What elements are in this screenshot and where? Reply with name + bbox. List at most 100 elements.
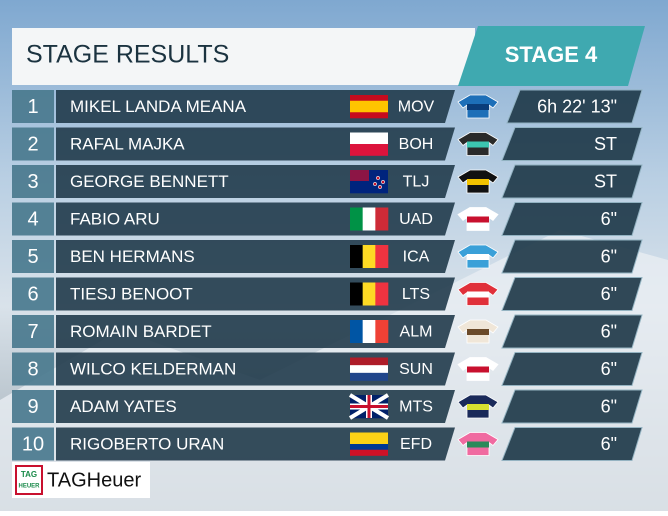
flag-stripe (350, 112, 388, 119)
flag-stripe (350, 100, 388, 107)
rank: 3 (27, 171, 38, 193)
flag-canton (350, 170, 369, 181)
flag-stripe (350, 106, 388, 113)
rider-name: FABIO ARU (70, 209, 160, 228)
flag-stripe (350, 245, 363, 268)
jersey-band (467, 104, 489, 110)
rank-box (12, 202, 54, 236)
time-panel (501, 427, 643, 461)
rank-box (12, 315, 54, 348)
flag-stripe (375, 245, 389, 268)
flag-stripe (350, 207, 363, 231)
results-table: 1 MIKEL LANDA MEANA MOV 6h 22' 13" 2 RAFAL MA… (12, 89, 643, 461)
rank-box (12, 390, 54, 423)
jersey-band (467, 141, 489, 148)
logo-badge-bottom: HEUER (18, 484, 40, 490)
rider-name: BEN HERMANS (70, 247, 195, 266)
rank: 1 (27, 96, 38, 118)
time: 6" (601, 434, 617, 454)
flag-stripe (350, 449, 388, 456)
flag-stripe (375, 207, 389, 231)
rank: 6 (27, 283, 38, 305)
rank-box (12, 427, 54, 461)
flag-star (381, 180, 385, 184)
team: BOH (399, 136, 434, 153)
flag-stripe (350, 444, 388, 451)
time-panel (501, 314, 643, 349)
rank-box (12, 127, 54, 161)
flag-stripe (362, 207, 376, 231)
time-panel (501, 239, 643, 274)
rank-box (12, 277, 54, 311)
jersey-band (467, 441, 489, 448)
rank: 8 (27, 358, 38, 380)
flag-stripe (350, 282, 363, 306)
flag-stripe (362, 320, 376, 343)
time: ST (594, 134, 617, 154)
time: 6" (601, 396, 617, 416)
flag-star (373, 182, 377, 186)
time: 6" (601, 321, 617, 341)
time-panel (501, 352, 643, 386)
rider-name: MIKEL LANDA MEANA (70, 97, 247, 116)
stage-label: STAGE 4 (505, 42, 598, 67)
rider-name: TIESJ BENOOT (70, 284, 193, 303)
time: 6h 22' 13" (537, 96, 617, 116)
flag-stripe (350, 320, 363, 343)
team: ICA (403, 249, 430, 266)
rank: 7 (27, 321, 38, 343)
flag-stripe (350, 372, 388, 381)
jersey-band (467, 254, 489, 260)
time: 6" (601, 209, 617, 229)
stage-panel (458, 26, 645, 86)
flag-stripe (350, 357, 388, 366)
time-panel (501, 127, 643, 161)
team: UAD (399, 211, 433, 228)
jersey-band (467, 179, 489, 185)
rank: 9 (27, 396, 38, 418)
rank: 10 (22, 433, 44, 455)
team: TLJ (403, 174, 430, 191)
team: SUN (399, 361, 433, 378)
time: ST (594, 171, 617, 191)
header-title: STAGE RESULTS (26, 41, 229, 69)
jersey-band (467, 329, 489, 335)
rank: 5 (27, 246, 38, 268)
rank-box (12, 352, 54, 386)
rider-name: ADAM YATES (70, 397, 177, 416)
flag-cross (350, 395, 388, 418)
jersey-band (467, 366, 489, 373)
rider-name: RAFAL MAJKA (70, 134, 185, 153)
flag-stripe (350, 438, 388, 445)
time-panel (501, 277, 643, 311)
rank-box (12, 240, 54, 273)
rider-name: RIGOBERTO URAN (70, 434, 224, 453)
flag-star (376, 176, 380, 180)
jersey-band (467, 216, 489, 223)
team: ALM (400, 324, 433, 341)
jersey-band (467, 291, 489, 298)
flag-stripe (350, 95, 388, 102)
logo-badge-top: TAG (21, 470, 37, 479)
rank-box (12, 165, 54, 198)
rank: 2 (27, 133, 38, 155)
flag-stripe (350, 132, 388, 145)
header-panel (12, 28, 475, 85)
flag-stripe (362, 245, 376, 268)
rider-name: GEORGE BENNETT (70, 172, 229, 191)
flag-stripe (375, 282, 389, 306)
time: 6" (601, 246, 617, 266)
time-panel (501, 164, 643, 199)
flag-stripe (350, 144, 388, 156)
flag-star (378, 185, 382, 189)
team: LTS (402, 286, 430, 303)
rider-name: WILCO KELDERMAN (70, 359, 236, 378)
flag-stripe (350, 365, 388, 374)
rank: 4 (27, 208, 38, 230)
time-panel (506, 89, 643, 124)
logo-badge (15, 465, 43, 495)
team: MOV (398, 99, 435, 116)
time-panel (501, 202, 643, 236)
